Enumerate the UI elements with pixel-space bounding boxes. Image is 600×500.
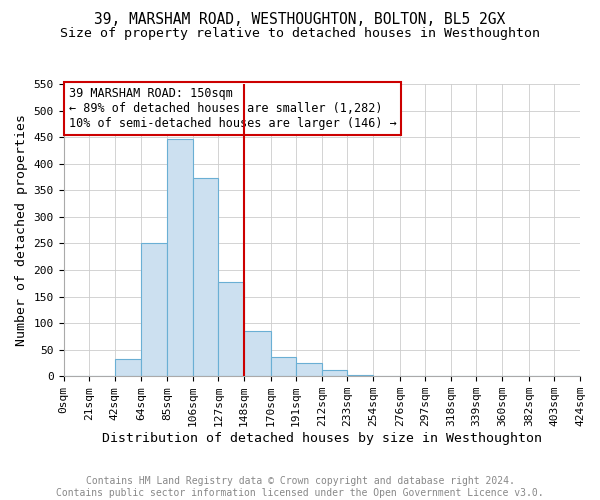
Text: Contains HM Land Registry data © Crown copyright and database right 2024.
Contai: Contains HM Land Registry data © Crown c… (56, 476, 544, 498)
Bar (347, 375, 373, 376)
Bar (296, 363, 322, 376)
Bar (142, 244, 167, 376)
Bar (218, 282, 244, 376)
Bar (244, 330, 271, 376)
Text: 39, MARSHAM ROAD, WESTHOUGHTON, BOLTON, BL5 2GX: 39, MARSHAM ROAD, WESTHOUGHTON, BOLTON, … (94, 12, 506, 28)
Bar (167, 138, 193, 376)
Text: Size of property relative to detached houses in Westhoughton: Size of property relative to detached ho… (60, 28, 540, 40)
Text: 39 MARSHAM ROAD: 150sqm
← 89% of detached houses are smaller (1,282)
10% of semi: 39 MARSHAM ROAD: 150sqm ← 89% of detache… (68, 87, 397, 130)
Bar (193, 178, 218, 376)
X-axis label: Distribution of detached houses by size in Westhoughton: Distribution of detached houses by size … (102, 432, 542, 445)
Bar (115, 359, 142, 376)
Bar (322, 370, 347, 376)
Y-axis label: Number of detached properties: Number of detached properties (15, 114, 28, 346)
Bar (271, 357, 296, 376)
